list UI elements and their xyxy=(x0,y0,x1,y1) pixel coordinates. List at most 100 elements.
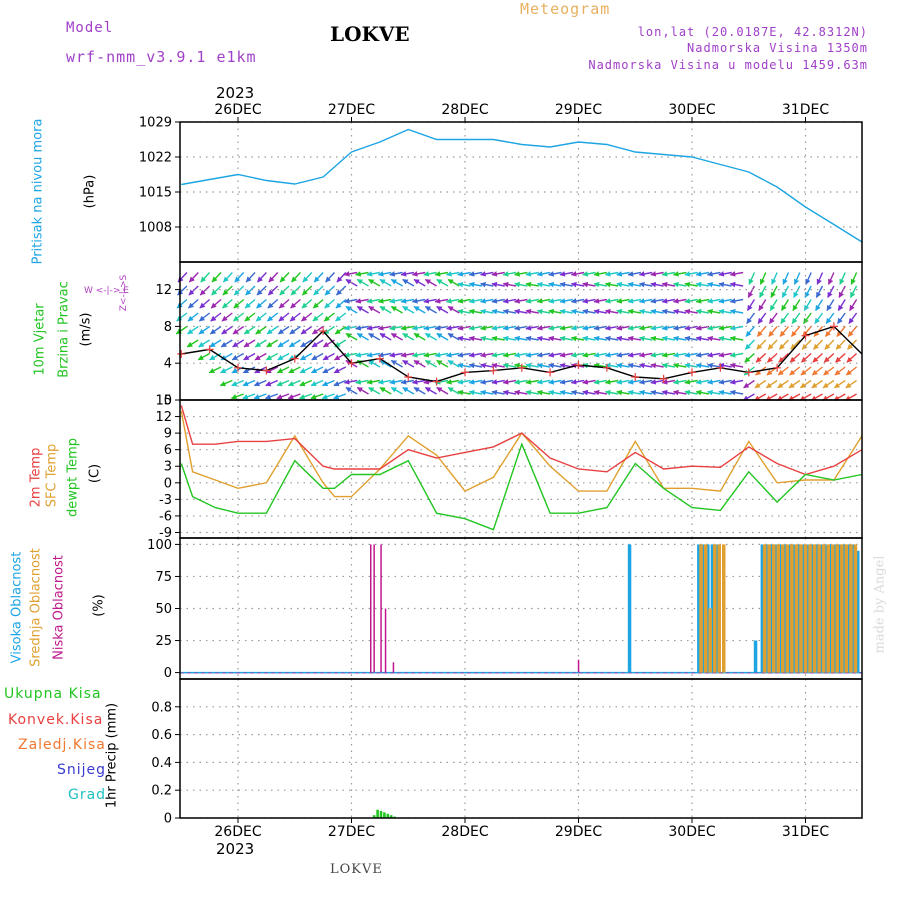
wind-arrow xyxy=(536,271,551,277)
cloud-bar xyxy=(842,544,846,673)
cloud-bar xyxy=(769,544,774,673)
x-tick-label-bottom: 27DEC xyxy=(328,824,375,840)
pressure-line xyxy=(181,128,863,243)
wind-arrow xyxy=(400,298,415,304)
wind-arrow xyxy=(301,312,313,322)
temp-2m-line xyxy=(180,405,863,476)
wind-arrow xyxy=(457,379,471,385)
x-tick-label-bottom: 29DEC xyxy=(555,824,602,840)
pressure-unit: (hPa) xyxy=(82,174,98,209)
wind-arrow xyxy=(661,362,676,369)
wind-arrow xyxy=(604,379,619,385)
wind-arrow xyxy=(582,281,596,288)
wind-arrow xyxy=(468,281,483,288)
wind-arrow xyxy=(174,394,181,400)
wind-arrow xyxy=(277,325,290,335)
wind-speed-mark xyxy=(432,377,441,386)
wind-arrow xyxy=(514,335,528,342)
wind-arrow xyxy=(570,335,585,342)
y-tick-label: 15 xyxy=(155,394,172,409)
wind-arrow xyxy=(627,271,642,277)
wind-arrow xyxy=(616,379,630,385)
wind-arrow xyxy=(729,271,744,277)
wind-arrow xyxy=(707,325,721,331)
wind-arrow xyxy=(650,281,664,288)
wind-arrow xyxy=(312,298,324,309)
y-tick-label: 4 xyxy=(164,357,172,372)
wind-arrow xyxy=(822,379,835,389)
cloud-bar xyxy=(783,544,787,673)
wind-arrow xyxy=(502,389,517,396)
wind-arrow xyxy=(802,312,812,324)
wind-arrow xyxy=(746,299,756,311)
wind-arrow xyxy=(718,379,732,385)
wind-arrow xyxy=(707,308,721,315)
wind-arrow xyxy=(256,272,267,283)
wind-arrow xyxy=(208,394,215,400)
page-title: LOKVE xyxy=(330,22,410,46)
y-tick-label: 0.2 xyxy=(151,784,172,799)
wind-arrow xyxy=(536,389,551,396)
y-tick-label: 0.4 xyxy=(151,756,172,771)
wind-arrow xyxy=(221,312,233,322)
wind-arrow xyxy=(233,285,245,296)
wind-arrow xyxy=(570,352,585,358)
wind-arrow xyxy=(480,325,494,331)
wind-arrow xyxy=(345,332,358,341)
wind-arrow xyxy=(323,325,335,335)
wind-arrow xyxy=(186,367,193,374)
wind-arrow xyxy=(245,285,256,296)
x-tick-label-bottom: 28DEC xyxy=(441,824,488,840)
cloud-bar xyxy=(703,544,708,673)
wind-arrow xyxy=(323,312,335,322)
wind-arrow xyxy=(233,298,245,309)
wind-arrow xyxy=(627,352,642,358)
wind-arrow xyxy=(650,271,664,277)
wind-arrow xyxy=(672,298,687,304)
wind-arrow xyxy=(356,332,369,341)
wind-arrow xyxy=(188,298,199,309)
wind-arrow xyxy=(242,366,256,374)
wind-arrow xyxy=(187,312,199,322)
cloud-bar xyxy=(856,550,860,673)
wind-arrow xyxy=(356,386,369,395)
wind-arrow xyxy=(502,362,517,369)
wind-arrow xyxy=(707,298,721,304)
wind-arrow xyxy=(368,386,381,395)
wind-arrow xyxy=(436,332,449,341)
cloud-bar xyxy=(808,544,812,673)
wind-arrow xyxy=(604,389,619,396)
wind-arrow xyxy=(604,335,619,342)
wind-arrow xyxy=(559,308,573,315)
wind-arrow xyxy=(661,308,676,315)
wind-arrow xyxy=(514,281,528,288)
wind-arrow xyxy=(264,393,278,400)
x-tick-label-bottom: 31DEC xyxy=(782,824,829,840)
wind-arrow xyxy=(199,298,211,309)
cloud-bar xyxy=(840,544,844,673)
wind-arrow xyxy=(198,339,210,348)
y-tick-label: 100 xyxy=(147,538,172,553)
y-tick-label: -9 xyxy=(159,526,172,541)
precip-bar xyxy=(372,815,376,818)
y-tick-label: 12 xyxy=(155,283,172,298)
wind-arrow xyxy=(243,325,256,335)
wind-arrow xyxy=(266,339,279,348)
wind-arrow xyxy=(638,379,653,385)
wind-arrow xyxy=(616,298,630,304)
precip-bar xyxy=(389,815,393,818)
y-tick-label: 0.6 xyxy=(151,728,172,743)
wind-arrow xyxy=(343,325,358,331)
wind-arrow xyxy=(267,298,279,309)
wind-arrow xyxy=(411,379,426,385)
wind-arrow xyxy=(502,281,517,288)
y-tick-label: -6 xyxy=(159,509,172,524)
cloud-bar xyxy=(380,544,382,673)
wind-speed-mark xyxy=(574,361,583,370)
wind-arrow xyxy=(707,362,721,369)
wind-arrow xyxy=(400,379,415,385)
wind-arrow xyxy=(718,308,732,315)
wind-arrow xyxy=(559,389,573,396)
wind-arrow xyxy=(336,272,347,283)
wind-arrow xyxy=(627,362,642,369)
